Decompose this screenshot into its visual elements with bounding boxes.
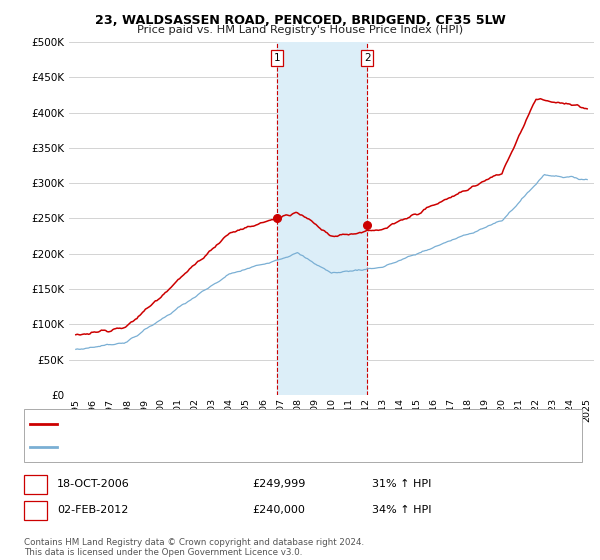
Text: HPI: Average price, detached house, Bridgend: HPI: Average price, detached house, Brid…	[63, 442, 293, 452]
Text: £249,999: £249,999	[252, 479, 305, 489]
Text: 2: 2	[32, 505, 39, 515]
Text: 1: 1	[274, 53, 280, 63]
Text: 2: 2	[364, 53, 370, 63]
Text: Contains HM Land Registry data © Crown copyright and database right 2024.
This d: Contains HM Land Registry data © Crown c…	[24, 538, 364, 557]
Text: 23, WALDSASSEN ROAD, PENCOED, BRIDGEND, CF35 5LW: 23, WALDSASSEN ROAD, PENCOED, BRIDGEND, …	[95, 14, 505, 27]
Text: 34% ↑ HPI: 34% ↑ HPI	[372, 505, 431, 515]
Text: 18-OCT-2006: 18-OCT-2006	[57, 479, 130, 489]
Bar	[277, 42, 367, 395]
Text: 31% ↑ HPI: 31% ↑ HPI	[372, 479, 431, 489]
Text: £240,000: £240,000	[252, 505, 305, 515]
Text: 1: 1	[32, 479, 39, 489]
Text: Price paid vs. HM Land Registry's House Price Index (HPI): Price paid vs. HM Land Registry's House …	[137, 25, 463, 35]
Text: 23, WALDSASSEN ROAD, PENCOED, BRIDGEND, CF35 5LW (detached house): 23, WALDSASSEN ROAD, PENCOED, BRIDGEND, …	[63, 419, 444, 429]
Text: 02-FEB-2012: 02-FEB-2012	[57, 505, 128, 515]
